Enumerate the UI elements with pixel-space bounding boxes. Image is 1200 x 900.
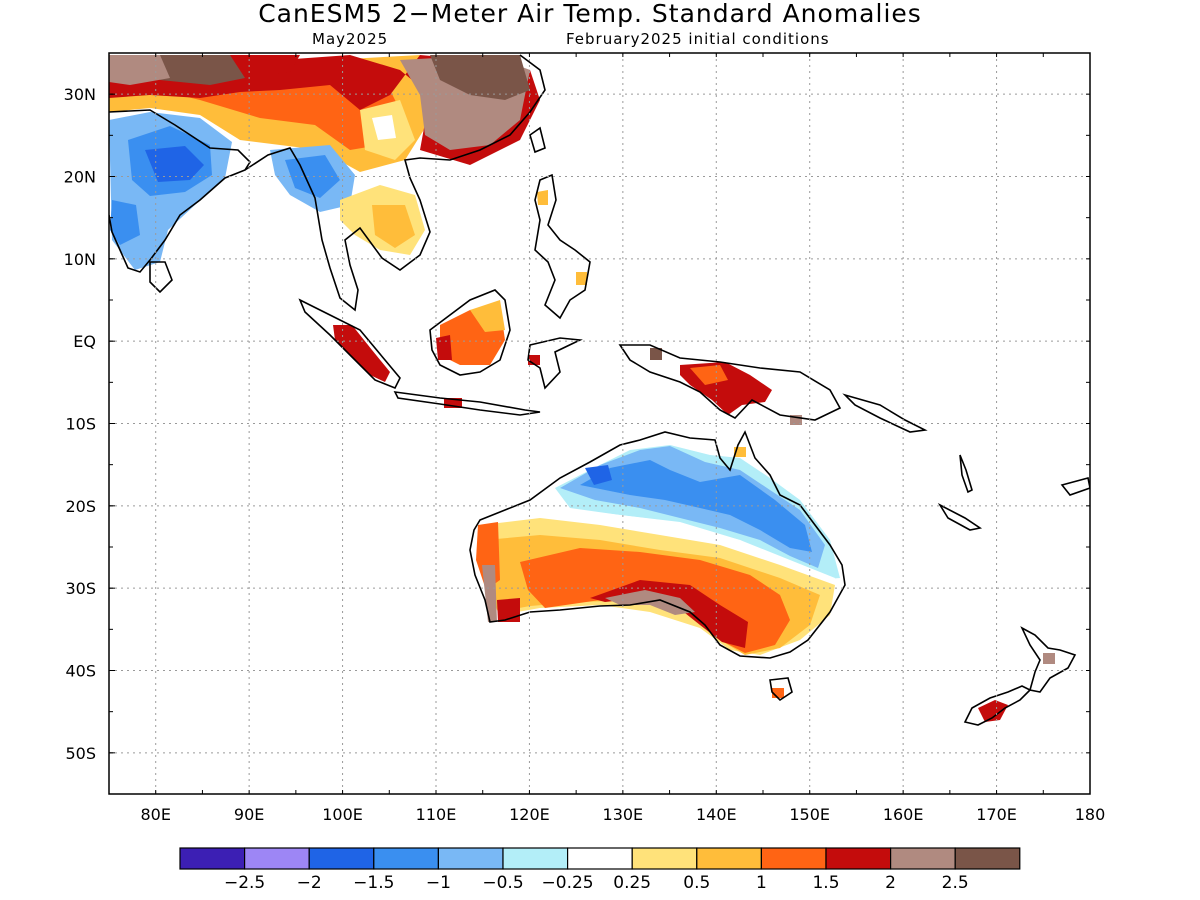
lon-label: 150E [789,805,830,824]
lat-label: 10S [65,415,96,434]
anomaly-india-west-cold [110,200,140,245]
lon-label: 120E [509,805,550,824]
anomaly-taiwan-warm [537,190,548,205]
anomaly-china-white [372,115,396,140]
coast-new-caledonia [937,502,983,531]
colorbar-label: −1.5 [353,873,394,893]
lon-label: 170E [976,805,1017,824]
colorbar-swatch [179,847,246,870]
coast-solomons [842,393,928,433]
colorbar-swatch [373,847,439,870]
colorbar-label: 2.5 [942,873,969,893]
colorbar-label: −0.25 [542,873,594,893]
lat-label: 40S [65,662,96,681]
lat-label: 20S [65,497,96,516]
lat-label: 50S [65,744,96,763]
map-title: CanESM5 2−Meter Air Temp. Standard Anoma… [258,0,922,28]
coast-new-guinea [618,344,842,421]
colorbar-swatch [308,847,375,870]
anomaly-australia-sw-red [497,598,520,622]
anomaly-himalaya-extreme [150,55,260,85]
lon-label: 80E [140,805,170,824]
anomaly-china-extreme-core [430,55,530,100]
colorbar-label: 1.5 [812,873,839,893]
lat-label: 30S [65,579,96,598]
coast-sulawesi [527,337,583,390]
valid-month: May2025 [312,30,389,48]
anomaly-nz-north-brown [1043,653,1055,664]
initial-conditions: February2025 initial conditions [566,30,830,48]
anomaly-australia-sw-brown [482,565,497,622]
colorbar-label: 0.25 [613,873,651,893]
lat-label: 20N [64,168,96,187]
colorbar-label: −1 [426,873,451,893]
lon-label: 160E [883,805,924,824]
anomaly-myanmar-cold-core [285,155,340,198]
anomaly-australia-brown [605,590,695,615]
coast-nz-south [963,685,1032,726]
coast-sri-lanka [149,261,173,294]
colorbar-swatch [437,847,504,870]
lon-label: 130E [603,805,644,824]
colorbar-swatch [825,847,892,870]
lon-label: 90E [234,805,264,824]
colorbar-swatch [760,847,827,870]
lon-label: 140E [696,805,737,824]
axis-ticks [108,52,1091,795]
colorbar-label: −2.5 [224,873,265,893]
colorbar-label: 1 [756,873,767,893]
colorbar-swatch [696,847,762,870]
coast-sumatra [298,298,401,390]
anomaly-himalaya-brown [109,55,170,85]
colorbar: −2.5 −2 −1.5 −1 −0.5 −0.25 0.25 0.5 1 1.5 2 2.5 [179,847,1021,893]
colorbar-swatch [954,847,1021,870]
anomaly-nz-south-hot [978,700,1008,722]
anomaly-indochina-warm-core [372,205,415,248]
anomaly-field [109,55,1055,722]
lat-label: 30N [64,85,96,104]
anomaly-himalaya-red [230,55,300,78]
anomaly-new-guinea-brown [650,348,662,360]
coast-taiwan [529,126,546,154]
lat-label: EQ [73,332,96,351]
coast-mainland-asia [244,54,546,312]
coast-philippines [534,173,591,320]
lon-label: 110E [416,805,457,824]
colorbar-label: −2 [297,873,322,893]
coast-java [393,391,541,416]
coast-fiji [1060,477,1090,496]
colorbar-label: 2 [885,873,896,893]
anomaly-borneo-edge [436,335,452,360]
lon-label: 100E [322,805,363,824]
colorbar-label: 0.5 [683,873,710,893]
colorbar-swatch [631,847,698,870]
anomaly-sumatra-hot [333,325,390,382]
colorbar-swatch [566,847,633,870]
colorbar-swatch [889,847,956,870]
anomaly-australia-cold-core [580,460,812,552]
coast-nz-north [1020,626,1077,693]
anomaly-new-guinea-warm [690,365,728,385]
anomaly-australia-cold-deep [585,465,612,485]
coast-vanuatu [959,454,973,494]
lon-label: 180 [1075,805,1106,824]
anomaly-india-cold-deep [145,146,204,182]
colorbar-swatch [502,847,569,870]
longitude-labels: 80E 90E 100E 110E 120E 130E 140E 150E 160E 170E 18… [140,805,1105,824]
map-frame [108,52,1091,795]
coast-tasmania [769,677,793,702]
lat-label: 10N [64,250,96,269]
anomaly-philippines-warm [576,272,587,285]
colorbar-swatch [244,847,310,870]
colorbar-label: −0.5 [482,873,523,893]
anomaly-borneo-pale [470,300,505,332]
latitude-labels: 30N 20N 10N EQ 10S 20S 30S 40S 50S [64,85,96,763]
coastlines [109,54,1090,726]
map-grid [109,53,1090,794]
coast-borneo [429,289,511,376]
coast-australia [469,430,846,659]
coast-india [109,109,252,273]
